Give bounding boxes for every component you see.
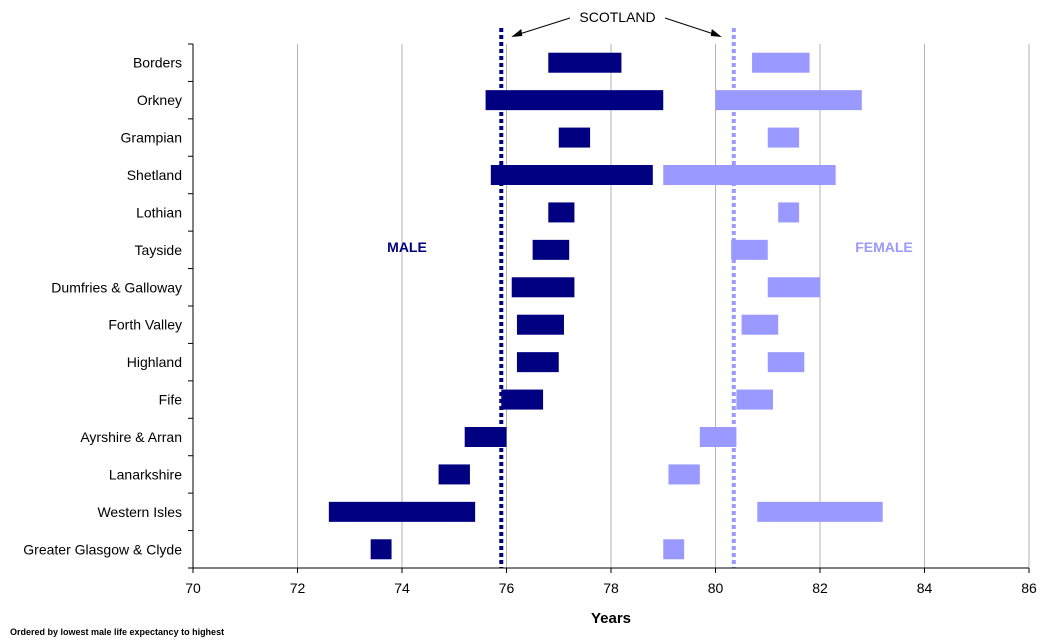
x-tick-label: 80 <box>708 580 724 596</box>
female-bar <box>752 52 810 73</box>
female-bar <box>767 277 820 298</box>
scotland-arrow-left <box>513 17 571 37</box>
footnote: Ordered by lowest male life expectancy t… <box>10 627 225 637</box>
male-bar <box>516 314 564 335</box>
female-bar <box>668 464 700 485</box>
x-tick-label: 84 <box>917 580 933 596</box>
female-bar <box>663 165 836 185</box>
female-bar <box>767 127 800 148</box>
female-bar <box>736 389 773 410</box>
category-label: Shetland <box>127 167 182 183</box>
female-bar <box>731 239 768 260</box>
male-bar <box>558 127 591 148</box>
male-bar <box>328 501 476 522</box>
male-annotation: MALE <box>387 239 427 255</box>
x-tick-label: 86 <box>1021 580 1037 596</box>
female-annotation: FEMALE <box>855 239 913 255</box>
category-label: Western Isles <box>97 504 182 520</box>
bars <box>328 52 883 560</box>
category-label: Lothian <box>136 204 182 220</box>
male-bar <box>370 539 392 560</box>
category-label: Fife <box>159 392 183 408</box>
scotland-label: SCOTLAND <box>579 9 655 25</box>
male-bar <box>490 165 653 185</box>
category-label: Greater Glasgow & Clyde <box>23 541 182 557</box>
x-tick-label: 72 <box>290 580 306 596</box>
x-tick-label: 74 <box>394 580 410 596</box>
category-label: Tayside <box>135 242 183 258</box>
female-bar <box>699 427 737 447</box>
x-tick-label: 76 <box>499 580 515 596</box>
arrowhead-right-icon <box>710 29 722 37</box>
category-label: Ayrshire & Arran <box>80 429 182 445</box>
category-label: Dumfries & Galloway <box>51 279 182 295</box>
axes <box>188 43 1030 573</box>
category-label: Borders <box>133 55 182 71</box>
category-label: Highland <box>127 354 182 370</box>
category-label: Grampian <box>121 130 182 146</box>
reference-lines <box>499 28 736 568</box>
category-label: Orkney <box>137 92 182 108</box>
female-bar <box>663 539 685 560</box>
female-bar <box>757 501 883 522</box>
x-tick-label: 82 <box>812 580 828 596</box>
male-bar <box>548 52 622 73</box>
x-axis-title: Years <box>591 610 631 627</box>
male-bar <box>485 90 664 111</box>
male-bar <box>516 352 559 373</box>
female-bar <box>715 90 862 111</box>
x-tick-label: 78 <box>603 580 619 596</box>
gridlines <box>297 44 1030 568</box>
male-bar <box>511 277 575 298</box>
arrowhead-left-icon <box>511 29 523 37</box>
female-bar <box>778 202 800 223</box>
category-label: Forth Valley <box>108 317 182 333</box>
male-bar <box>532 239 570 260</box>
male-bar <box>501 389 544 410</box>
category-label: Lanarkshire <box>109 466 182 482</box>
male-bar <box>464 427 507 447</box>
female-bar <box>741 314 779 335</box>
male-bar <box>438 464 470 485</box>
male-bar <box>548 202 575 223</box>
female-bar <box>767 352 805 373</box>
x-tick-label: 70 <box>185 580 201 596</box>
labels: 70 72 74 76 78 80 82 84 86 Borders Orkney Grampian S… <box>23 9 1037 627</box>
scotland-arrow-right <box>664 17 720 37</box>
